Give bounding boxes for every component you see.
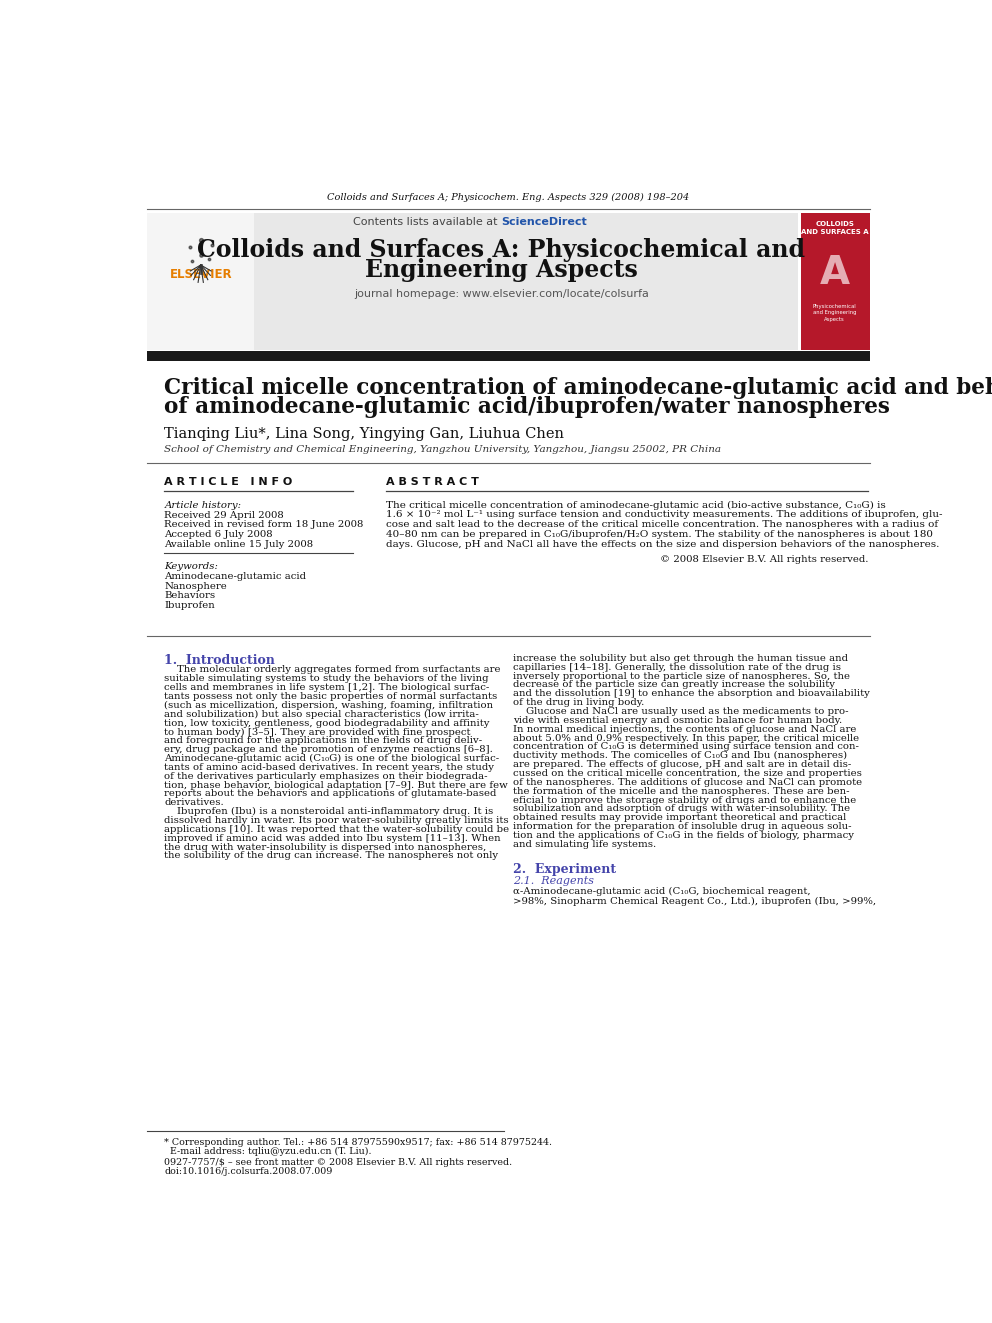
Text: of the derivatives particularly emphasizes on their biodegrada-: of the derivatives particularly emphasiz… [165, 771, 488, 781]
Text: the drug with water-insolubility is dispersed into nanospheres,: the drug with water-insolubility is disp… [165, 843, 486, 852]
Text: 2.  Experiment: 2. Experiment [513, 863, 616, 876]
Text: ery, drug package and the promotion of enzyme reactions [6–8].: ery, drug package and the promotion of e… [165, 745, 493, 754]
Text: The molecular orderly aggregates formed from surfactants are: The molecular orderly aggregates formed … [165, 665, 501, 675]
Text: of the nanospheres. The additions of glucose and NaCl can promote: of the nanospheres. The additions of glu… [513, 778, 862, 787]
Text: cose and salt lead to the decrease of the critical micelle concentration. The na: cose and salt lead to the decrease of th… [386, 520, 938, 529]
Text: and foreground for the applications in the fields of drug deliv-: and foreground for the applications in t… [165, 737, 482, 745]
Text: days. Glucose, pH and NaCl all have the effects on the size and dispersion behav: days. Glucose, pH and NaCl all have the … [386, 540, 939, 549]
Text: Available online 15 July 2008: Available online 15 July 2008 [165, 540, 313, 549]
Text: 1.6 × 10⁻² mol L⁻¹ using surface tension and conductivity measurements. The addi: 1.6 × 10⁻² mol L⁻¹ using surface tension… [386, 511, 942, 520]
Text: reports about the behaviors and applications of glutamate-based: reports about the behaviors and applicat… [165, 790, 497, 798]
Text: to human body) [3–5]. They are provided with fine prospect: to human body) [3–5]. They are provided … [165, 728, 471, 737]
Text: eficial to improve the storage stability of drugs and to enhance the: eficial to improve the storage stability… [513, 795, 856, 804]
Text: concentration of C₁₀G is determined using surface tension and con-: concentration of C₁₀G is determined usin… [513, 742, 859, 751]
Text: Glucose and NaCl are usually used as the medicaments to pro-: Glucose and NaCl are usually used as the… [513, 706, 848, 716]
Text: Contents lists available at: Contents lists available at [353, 217, 501, 228]
Text: A R T I C L E   I N F O: A R T I C L E I N F O [165, 478, 293, 487]
Text: 2.1.  Reagents: 2.1. Reagents [513, 876, 594, 886]
Text: Ibuprofen (Ibu) is a nonsteroidal anti-inflammatory drug. It is: Ibuprofen (Ibu) is a nonsteroidal anti-i… [165, 807, 494, 816]
Text: Aminodecane-glutamic acid (C₁₀G) is one of the biological surfac-: Aminodecane-glutamic acid (C₁₀G) is one … [165, 754, 499, 763]
Text: 0927-7757/$ – see front matter © 2008 Elsevier B.V. All rights reserved.: 0927-7757/$ – see front matter © 2008 El… [165, 1158, 513, 1167]
Text: The critical micelle concentration of aminodecane-glutamic acid (bio-active subs: The critical micelle concentration of am… [386, 500, 886, 509]
Text: ScienceDirect: ScienceDirect [501, 217, 587, 228]
Text: >98%, Sinopharm Chemical Reagent Co., Ltd.), ibuprofen (Ibu, >99%,: >98%, Sinopharm Chemical Reagent Co., Lt… [513, 897, 876, 905]
Text: vide with essential energy and osmotic balance for human body.: vide with essential energy and osmotic b… [513, 716, 842, 725]
Text: Behaviors: Behaviors [165, 591, 215, 601]
Text: Engineering Aspects: Engineering Aspects [365, 258, 638, 282]
FancyBboxPatch shape [147, 213, 799, 349]
Text: Article history:: Article history: [165, 500, 241, 509]
Text: A B S T R A C T: A B S T R A C T [386, 478, 479, 487]
Text: Received 29 April 2008: Received 29 April 2008 [165, 511, 284, 520]
FancyBboxPatch shape [147, 213, 254, 349]
FancyBboxPatch shape [147, 352, 870, 361]
Text: decrease of the particle size can greatly increase the solubility: decrease of the particle size can greatl… [513, 680, 835, 689]
Text: Tianqing Liu*, Lina Song, Yingying Gan, Liuhua Chen: Tianqing Liu*, Lina Song, Yingying Gan, … [165, 426, 564, 441]
Text: the solubility of the drug can increase. The nanospheres not only: the solubility of the drug can increase.… [165, 852, 498, 860]
Text: A: A [819, 254, 850, 291]
Text: tion and the applications of C₁₀G in the fields of biology, pharmacy: tion and the applications of C₁₀G in the… [513, 831, 854, 840]
Text: solubilization and adsorption of drugs with water-insolubility. The: solubilization and adsorption of drugs w… [513, 804, 850, 814]
Text: obtained results may provide important theoretical and practical: obtained results may provide important t… [513, 814, 846, 823]
Text: cussed on the critical micelle concentration, the size and properties: cussed on the critical micelle concentra… [513, 769, 862, 778]
Text: tion, low toxicity, gentleness, good biodegradability and affinity: tion, low toxicity, gentleness, good bio… [165, 718, 490, 728]
Text: dissolved hardly in water. Its poor water-solubility greatly limits its: dissolved hardly in water. Its poor wate… [165, 816, 509, 826]
Text: E-mail address: tqliu@yzu.edu.cn (T. Liu).: E-mail address: tqliu@yzu.edu.cn (T. Liu… [165, 1147, 372, 1156]
Text: suitable simulating systems to study the behaviors of the living: suitable simulating systems to study the… [165, 675, 489, 683]
Text: ductivity methods. The comicelles of C₁₀G and Ibu (nanospheres): ductivity methods. The comicelles of C₁₀… [513, 751, 847, 761]
Text: Nanosphere: Nanosphere [165, 582, 227, 591]
Text: tion, phase behavior, biological adaptation [7–9]. But there are few: tion, phase behavior, biological adaptat… [165, 781, 508, 790]
Text: inversely proportional to the particle size of nanospheres. So, the: inversely proportional to the particle s… [513, 672, 850, 680]
Text: Aminodecane-glutamic acid: Aminodecane-glutamic acid [165, 573, 307, 581]
Text: Ibuprofen: Ibuprofen [165, 601, 215, 610]
Text: * Corresponding author. Tel.: +86 514 87975590x9517; fax: +86 514 87975244.: * Corresponding author. Tel.: +86 514 87… [165, 1138, 553, 1147]
Text: doi:10.1016/j.colsurfa.2008.07.009: doi:10.1016/j.colsurfa.2008.07.009 [165, 1167, 332, 1176]
Text: School of Chemistry and Chemical Engineering, Yangzhou University, Yangzhou, Jia: School of Chemistry and Chemical Enginee… [165, 446, 721, 454]
Text: Colloids and Surfaces A: Physicochemical and: Colloids and Surfaces A: Physicochemical… [197, 238, 806, 262]
Text: tants possess not only the basic properties of normal surfactants: tants possess not only the basic propert… [165, 692, 498, 701]
Text: © 2008 Elsevier B.V. All rights reserved.: © 2008 Elsevier B.V. All rights reserved… [660, 554, 868, 564]
Text: COLLOIDS
AND SURFACES A: COLLOIDS AND SURFACES A [801, 221, 868, 235]
Text: 40–80 nm can be prepared in C₁₀G/ibuprofen/H₂O system. The stability of the nano: 40–80 nm can be prepared in C₁₀G/ibuprof… [386, 531, 932, 540]
Text: of aminodecane-glutamic acid/ibuprofen/water nanospheres: of aminodecane-glutamic acid/ibuprofen/w… [165, 397, 890, 418]
Text: and the dissolution [19] to enhance the absorption and bioavailability: and the dissolution [19] to enhance the … [513, 689, 870, 699]
Text: and simulating life systems.: and simulating life systems. [513, 840, 657, 849]
Text: (such as micellization, dispersion, washing, foaming, infiltration: (such as micellization, dispersion, wash… [165, 701, 493, 710]
Text: ELSEVIER: ELSEVIER [170, 267, 232, 280]
Text: In normal medical injections, the contents of glucose and NaCl are: In normal medical injections, the conten… [513, 725, 856, 734]
Text: are prepared. The effects of glucose, pH and salt are in detail dis-: are prepared. The effects of glucose, pH… [513, 761, 851, 769]
Text: improved if amino acid was added into Ibu system [11–13]. When: improved if amino acid was added into Ib… [165, 833, 501, 843]
Text: Physicochemical
and Engineering
Aspects: Physicochemical and Engineering Aspects [812, 304, 856, 321]
Text: applications [10]. It was reported that the water-solubility could be: applications [10]. It was reported that … [165, 824, 510, 833]
Text: 1.  Introduction: 1. Introduction [165, 654, 275, 667]
Text: the formation of the micelle and the nanospheres. These are ben-: the formation of the micelle and the nan… [513, 787, 849, 795]
Text: Critical micelle concentration of aminodecane-glutamic acid and behaviors: Critical micelle concentration of aminod… [165, 377, 992, 400]
Text: increase the solubility but also get through the human tissue and: increase the solubility but also get thr… [513, 654, 848, 663]
Text: derivatives.: derivatives. [165, 798, 224, 807]
Text: Received in revised form 18 June 2008: Received in revised form 18 June 2008 [165, 520, 364, 529]
Text: journal homepage: www.elsevier.com/locate/colsurfa: journal homepage: www.elsevier.com/locat… [354, 288, 649, 299]
Text: cells and membranes in life system [1,2]. The biological surfac-: cells and membranes in life system [1,2]… [165, 683, 489, 692]
Text: about 5.0% and 0.9% respectively. In this paper, the critical micelle: about 5.0% and 0.9% respectively. In thi… [513, 733, 859, 742]
Text: capillaries [14–18]. Generally, the dissolution rate of the drug is: capillaries [14–18]. Generally, the diss… [513, 663, 841, 672]
FancyBboxPatch shape [801, 213, 870, 349]
Text: information for the preparation of insoluble drug in aqueous solu-: information for the preparation of insol… [513, 822, 851, 831]
Text: and solubilization) but also special characteristics (low irrita-: and solubilization) but also special cha… [165, 709, 479, 718]
Text: α-Aminodecane-glutamic acid (C₁₀G, biochemical reagent,: α-Aminodecane-glutamic acid (C₁₀G, bioch… [513, 888, 810, 896]
Text: of the drug in living body.: of the drug in living body. [513, 699, 645, 708]
Text: tants of amino acid-based derivatives. In recent years, the study: tants of amino acid-based derivatives. I… [165, 763, 494, 771]
Text: Keywords:: Keywords: [165, 562, 218, 572]
Text: Colloids and Surfaces A; Physicochem. Eng. Aspects 329 (2008) 198–204: Colloids and Surfaces A; Physicochem. En… [327, 193, 689, 202]
Text: Accepted 6 July 2008: Accepted 6 July 2008 [165, 531, 273, 538]
